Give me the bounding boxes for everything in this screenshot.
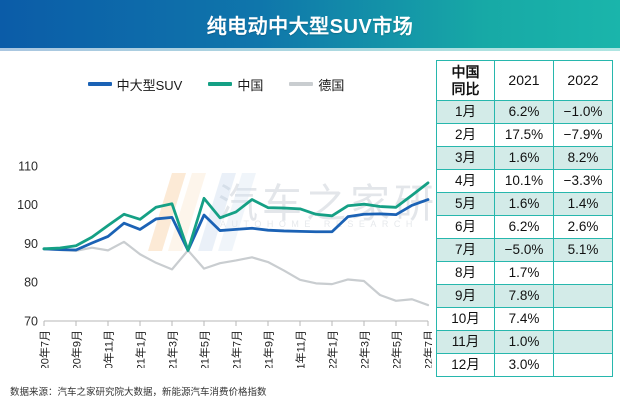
chart-legend: 中大型SUV 中国 德国: [0, 73, 432, 95]
table-row: 12月 3.0%: [436, 353, 613, 377]
table-cell-month: 4月: [436, 169, 495, 193]
table-row: 9月 7.8%: [436, 284, 613, 308]
table-cell-2021: −5.0%: [494, 238, 554, 262]
table-cell-2022: 5.1%: [553, 238, 613, 262]
table-cell-month: 7月: [436, 238, 495, 262]
x-axis-tick-label: 2020年7月: [38, 330, 52, 368]
table-cell-2021: 17.5%: [494, 123, 554, 147]
table-cell-month: 2月: [436, 123, 495, 147]
ratio-table: 中国 同比 2021 2022 1月 6.2% −1.0% 2月 17.5% −7.9% 3月…: [436, 60, 613, 377]
y-axis-tick-label: 80: [24, 276, 38, 290]
x-axis-tick-label: 2021年11月: [294, 330, 308, 368]
table-cell-2022: 2.6%: [553, 215, 613, 239]
table-header-month-line2: 同比: [451, 80, 480, 97]
line-chart-svg: 70 80 90 100 110 2020年7月 2020年9月 2020年11月 2021年1…: [17, 159, 433, 368]
table-cell-month: 11月: [436, 330, 495, 354]
table-header-2022: 2022: [553, 60, 613, 101]
legend-item-suv: 中大型SUV: [87, 75, 183, 94]
page-title: 纯电动中大型SUV市场: [206, 15, 414, 38]
y-axis-tick-label: 100: [17, 198, 38, 212]
table-row: 11月 1.0%: [436, 330, 613, 354]
table-cell-2022: [553, 284, 613, 308]
table-cell-2022: −3.3%: [553, 169, 613, 193]
x-axis-tick-label: 2020年9月: [70, 330, 84, 368]
legend-item-germany: 德国: [289, 75, 344, 94]
table-cell-month: 9月: [436, 284, 495, 308]
table-cell-2021: 10.1%: [494, 169, 554, 193]
table-cell-2022: [553, 353, 613, 377]
title-bar: 纯电动中大型SUV市场: [0, 0, 620, 48]
table-cell-2022: [553, 307, 613, 331]
table-row: 2月 17.5% −7.9%: [436, 123, 613, 147]
legend-swatch-germany: [289, 82, 314, 86]
table-cell-2021: 1.7%: [494, 261, 554, 285]
table-cell-2022: 1.4%: [553, 192, 613, 216]
table-cell-month: 3月: [436, 146, 495, 170]
x-axis-tick-label: 2022年5月: [390, 330, 404, 368]
table-cell-2022: [553, 330, 613, 354]
y-axis-tick-label: 110: [18, 159, 38, 173]
table-header-row: 中国 同比 2021 2022: [436, 60, 613, 101]
table-cell-month: 6月: [436, 215, 495, 239]
x-axis-tick-label: 2022年3月: [358, 330, 372, 368]
table-cell-month: 5月: [436, 192, 495, 216]
table-cell-2021: 6.2%: [494, 215, 554, 239]
legend-label-china: 中国: [237, 77, 264, 93]
table-cell-2022: [553, 261, 613, 285]
table-row: 3月 1.6% 8.2%: [436, 146, 613, 170]
table-cell-2022: −1.0%: [553, 100, 613, 124]
table-row: 1月 6.2% −1.0%: [436, 100, 613, 124]
table-row: 6月 6.2% 2.6%: [436, 215, 613, 239]
table-cell-2021: 1.0%: [494, 330, 554, 354]
table-cell-2021: 7.4%: [494, 307, 554, 331]
x-axis-tick-label: 2021年7月: [230, 330, 244, 368]
table-row: 8月 1.7%: [436, 261, 613, 285]
legend-swatch-china: [208, 82, 233, 86]
table-cell-2021: 7.8%: [494, 284, 554, 308]
source-note: 数据来源：汽车之家研究院大数据，新能源汽车消费价格指数: [10, 387, 267, 398]
x-axis-tick-label: 2021年3月: [166, 330, 180, 368]
table-row: 10月 7.4%: [436, 307, 613, 331]
table-cell-2022: 8.2%: [553, 146, 613, 170]
series-line-china: [42, 181, 430, 252]
y-axis-tick-label: 90: [24, 237, 38, 251]
y-axis-tick-label: 70: [24, 315, 38, 329]
legend-label-germany: 德国: [318, 77, 345, 93]
table-body: 1月 6.2% −1.0% 2月 17.5% −7.9% 3月 1.6% 8.2% 4月 10.1%…: [436, 100, 613, 377]
chart-panel: 汽车之家研究 AUTOHOME RESEARCH 中大型SUV 中国: [0, 53, 478, 369]
table-header-month: 中国 同比: [436, 60, 495, 101]
title-underline: [0, 48, 620, 51]
table-row: 5月 1.6% 1.4%: [436, 192, 613, 216]
ratio-table-container: 中国 同比 2021 2022 1月 6.2% −1.0% 2月 17.5% −7.9% 3月…: [436, 60, 613, 377]
table-cell-month: 12月: [436, 353, 495, 377]
x-axis-tick-label: 2022年1月: [326, 330, 340, 368]
x-axis-tick-label: 2021年1月: [134, 330, 148, 368]
legend-item-china: 中国: [208, 75, 263, 94]
x-axis-tick-label: 2020年11月: [102, 330, 116, 368]
table-header-2021: 2021: [494, 60, 554, 101]
table-cell-2021: 1.6%: [494, 146, 554, 170]
legend-label-suv: 中大型SUV: [116, 77, 183, 93]
table-cell-month: 8月: [436, 261, 495, 285]
table-header-month-line1: 中国: [451, 64, 480, 81]
table-cell-2021: 1.6%: [494, 192, 554, 216]
table-cell-month: 10月: [436, 307, 495, 331]
table-row: 4月 10.1% −3.3%: [436, 169, 613, 193]
table-cell-2021: 3.0%: [494, 353, 554, 377]
x-axis-tick-label: 2021年9月: [262, 330, 276, 368]
table-cell-month: 1月: [436, 100, 495, 124]
series-line-suv: [42, 198, 430, 252]
series-line-germany: [42, 240, 430, 307]
table-cell-2022: −7.9%: [553, 123, 613, 147]
legend-swatch-suv: [87, 82, 112, 86]
x-axis-tick-label: 2021年5月: [198, 330, 212, 368]
table-row: 7月 −5.0% 5.1%: [436, 238, 613, 262]
table-cell-2021: 6.2%: [494, 100, 554, 124]
x-axis-tick-label: 2022年7月: [422, 330, 433, 368]
